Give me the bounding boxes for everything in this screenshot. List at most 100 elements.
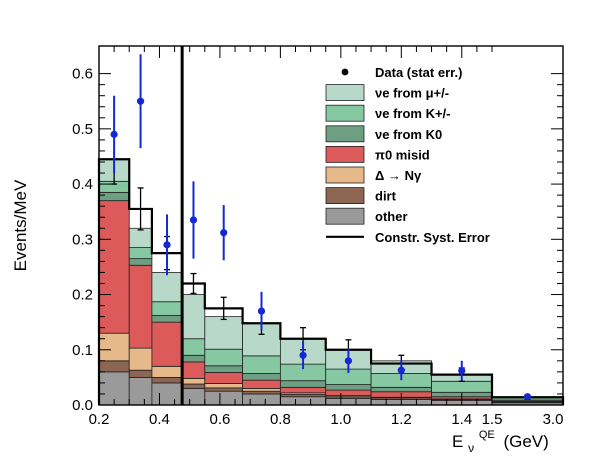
bar-kpm-3 [181, 338, 206, 356]
bar-dirt-1 [128, 369, 153, 378]
bar-other-3 [181, 388, 206, 406]
legend-label: Data (stat err.) [375, 65, 462, 80]
data-point-10 [523, 393, 532, 401]
bar-k0-6 [279, 380, 327, 388]
data-point-1 [136, 97, 145, 105]
bar-mu-1 [128, 227, 153, 248]
x-tick-label: 1.5 [482, 411, 503, 428]
bar-pi0-0 [98, 200, 130, 334]
legend-label: dirt [375, 189, 397, 204]
bar-delta-3 [181, 378, 206, 385]
x-axis-title-units: (GeV) [503, 432, 548, 451]
bar-kpm-5 [242, 355, 281, 374]
x-tick-label: 0.2 [89, 411, 110, 428]
x-tick-label: 1.2 [391, 411, 412, 428]
data-point-4 [220, 229, 228, 237]
x-axis-title-main: E [452, 432, 463, 451]
bar-kpm-2 [151, 301, 183, 316]
legend-label: Constr. Syst. Error [375, 230, 490, 245]
bar-delta-2 [151, 365, 183, 378]
legend-label: νe from K0 [375, 127, 442, 142]
bar-kpm-9 [431, 380, 493, 393]
y-tick-label: 0.5 [72, 121, 93, 138]
bar-kpm-1 [128, 247, 153, 260]
data-point-5 [257, 307, 266, 315]
x-axis-title-sub: ν [468, 441, 474, 455]
x-tick-label: 0.6 [209, 411, 230, 428]
plot-frame [98, 45, 564, 406]
bar-delta-4 [204, 383, 243, 389]
legend: Data (stat err.) νe from μ+/- νe from K+/-… [325, 65, 490, 245]
bar-pi0-6 [279, 386, 327, 394]
y-tick-label: 0.0 [72, 397, 93, 414]
bar-k0-2 [151, 315, 183, 323]
legend-label: π0 misid [375, 147, 430, 162]
legend-label: νe from K+/- [375, 106, 451, 121]
data-point-9 [458, 367, 466, 375]
bar-k0-3 [181, 354, 206, 363]
x-axis: 0.2 0.4 0.6 0.8 1.0 1.2 1.4 1.5 3.0 [89, 46, 564, 428]
bar-kpm-4 [204, 348, 243, 367]
bar-pi0-3 [181, 361, 206, 379]
bar-pi0-4 [204, 372, 243, 384]
x-tick-label: 1.0 [330, 411, 351, 428]
data-point-3 [189, 216, 198, 224]
x-tick-label: 1.4 [451, 411, 472, 428]
y-axis: 0.0 0.1 0.2 0.3 0.4 0.5 0.6 [72, 66, 563, 414]
bar-pi0-2 [151, 321, 183, 367]
bar-other-2 [151, 382, 183, 406]
bar-pi0-7 [325, 389, 372, 397]
legend-label: other [375, 209, 408, 224]
legend-swatch-kpm [325, 104, 365, 122]
bar-mu-4 [204, 316, 243, 350]
bar-mu-2 [151, 272, 183, 303]
bar-other-1 [128, 376, 153, 406]
x-tick-label: 0.4 [149, 411, 170, 428]
y-tick-label: 0.3 [72, 231, 93, 248]
legend-marker-data [341, 68, 349, 76]
bar-dirt-3 [181, 383, 206, 389]
bar-other-7 [325, 397, 372, 406]
y-tick-label: 0.2 [72, 287, 93, 304]
bar-delta-5 [242, 388, 281, 392]
bar-dirt-2 [151, 376, 183, 384]
x-axis-title-sup: QE [479, 429, 495, 441]
bar-k0-8 [370, 386, 432, 393]
legend-label: νe from μ+/- [375, 86, 449, 101]
bar-dirt-4 [204, 387, 243, 392]
data-point-2 [163, 241, 171, 249]
x-tick-label: 0.8 [270, 411, 291, 428]
x-tick-label: 3.0 [543, 411, 564, 428]
data-point-0 [110, 130, 118, 138]
bar-delta-1 [128, 347, 153, 371]
data-points [110, 54, 532, 401]
legend-swatch-dirt [325, 187, 365, 205]
bar-dirt-5 [242, 390, 281, 395]
y-tick-label: 0.1 [72, 342, 93, 359]
y-axis-title: Events/MeV [11, 179, 30, 271]
bar-k0-0 [98, 191, 130, 202]
bar-dirt-0 [98, 360, 130, 373]
bar-pi0-5 [242, 379, 281, 389]
legend-swatch-k0 [325, 125, 365, 143]
bar-other-4 [204, 390, 243, 406]
bar-mu-3 [181, 294, 206, 340]
bar-k0-5 [242, 373, 281, 381]
legend-swatch-pi0 [325, 145, 365, 163]
bar-pi0-1 [128, 264, 153, 349]
y-tick-label: 0.4 [72, 176, 93, 193]
legend-swatch-other [325, 207, 365, 225]
bar-delta-0 [98, 332, 130, 362]
y-tick-label: 0.6 [72, 66, 93, 83]
x-axis-title: E ν QE (GeV) [452, 423, 549, 456]
bar-k0-7 [325, 384, 372, 391]
data-point-8 [397, 366, 405, 374]
data-point-7 [344, 357, 353, 365]
legend-swatch-mu [325, 84, 365, 101]
bar-other-5 [242, 393, 281, 406]
legend-label: Δ → Nγ [375, 168, 422, 183]
bar-k0-1 [128, 258, 153, 266]
data-point-6 [299, 351, 307, 359]
bar-k0-4 [204, 365, 243, 373]
legend-swatch-delta [325, 166, 365, 184]
